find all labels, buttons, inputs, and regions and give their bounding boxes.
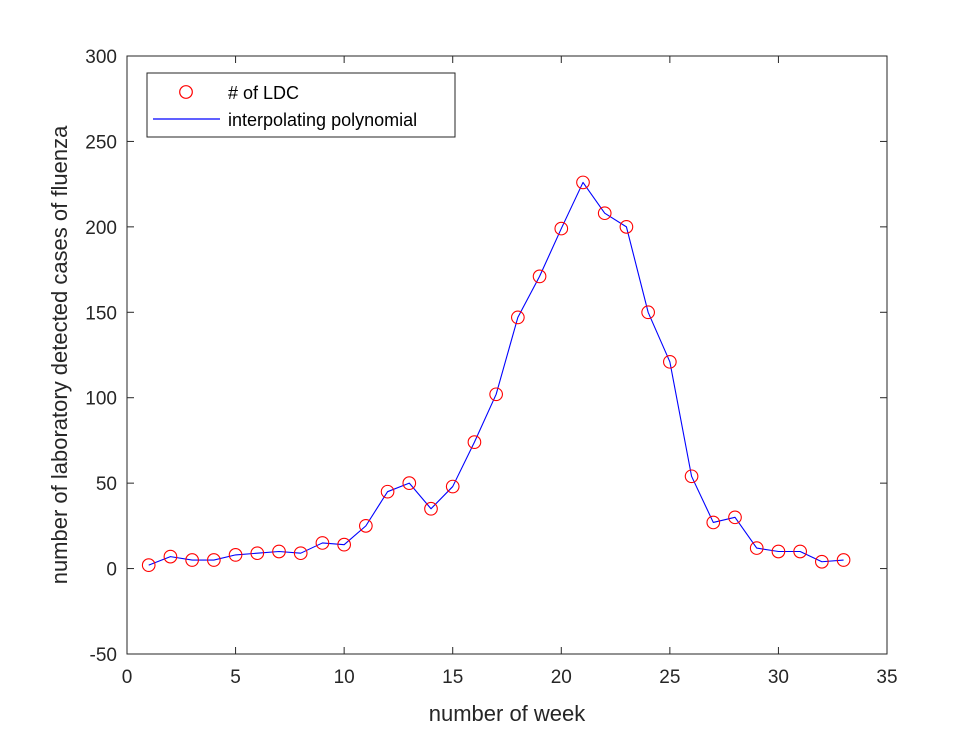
x-tick-label: 25 bbox=[659, 667, 680, 688]
ldc-data-point bbox=[228, 548, 243, 562]
legend: # of LDC interpolating polynomial bbox=[146, 72, 456, 138]
ldc-data-point bbox=[728, 510, 742, 525]
y-tick-label: 0 bbox=[106, 560, 117, 581]
ldc-data-point bbox=[663, 354, 677, 369]
ldc-data-point bbox=[337, 537, 351, 552]
ldc-data-point bbox=[467, 435, 482, 449]
ldc-data-point bbox=[163, 549, 178, 564]
y-axis-title: number of laboratory detected cases of f… bbox=[47, 125, 72, 584]
x-tick-label: 5 bbox=[230, 667, 241, 688]
ldc-data-point bbox=[836, 553, 851, 567]
x-tick-label: 20 bbox=[551, 667, 572, 688]
x-tick-label: 15 bbox=[442, 667, 463, 688]
y-tick-label: 150 bbox=[85, 303, 117, 324]
legend-label-line: interpolating polynomial bbox=[228, 110, 417, 130]
ldc-data-point bbox=[706, 515, 721, 530]
ldc-data-point bbox=[207, 553, 221, 567]
ldc-data-point bbox=[293, 546, 308, 561]
y-tick-label: 100 bbox=[85, 389, 117, 410]
ldc-data-point bbox=[641, 305, 655, 320]
ldc-data-point bbox=[185, 553, 199, 567]
ldc-data-point bbox=[511, 310, 525, 325]
y-tick-label: 250 bbox=[85, 132, 117, 153]
ldc-data-point bbox=[359, 519, 373, 533]
ldc-data-point bbox=[793, 544, 807, 559]
x-axis-title: number of week bbox=[429, 701, 587, 726]
y-tick-label: 300 bbox=[85, 47, 117, 68]
x-tick-label: 30 bbox=[768, 667, 789, 688]
ldc-data-point bbox=[141, 558, 156, 573]
y-tick-label: 50 bbox=[96, 474, 117, 495]
ldc-data-point bbox=[576, 175, 590, 190]
legend-label-markers: # of LDC bbox=[228, 83, 299, 103]
x-tick-label: 35 bbox=[876, 667, 897, 688]
ldc-data-point bbox=[315, 536, 330, 550]
ldc-data-point bbox=[489, 387, 503, 402]
ldc-data-point bbox=[619, 220, 634, 234]
ldc-data-point bbox=[532, 269, 547, 284]
x-tick-label: 10 bbox=[334, 667, 355, 688]
ldc-data-point bbox=[272, 544, 286, 559]
series-layer bbox=[141, 175, 851, 573]
ldc-data-point bbox=[445, 479, 460, 494]
ldc-data-point bbox=[597, 206, 612, 221]
ldc-data-point bbox=[684, 469, 699, 484]
ldc-data-point bbox=[424, 501, 438, 516]
plot-frame bbox=[126, 55, 888, 655]
ldc-data-point bbox=[815, 554, 829, 569]
ldc-data-point bbox=[554, 221, 569, 236]
legend-box bbox=[146, 72, 456, 138]
y-tick-label: 200 bbox=[85, 218, 117, 239]
ldc-data-point bbox=[380, 484, 395, 499]
legend-marker-icon bbox=[179, 85, 193, 99]
ldc-data-point bbox=[402, 476, 417, 490]
interpolating-polynomial-line bbox=[148, 181, 844, 566]
ldc-data-point bbox=[749, 541, 764, 555]
x-tick-label: 0 bbox=[122, 667, 133, 688]
y-tick-label: -50 bbox=[90, 645, 117, 666]
ldc-data-point bbox=[771, 544, 786, 559]
ldc-data-point bbox=[250, 546, 265, 561]
